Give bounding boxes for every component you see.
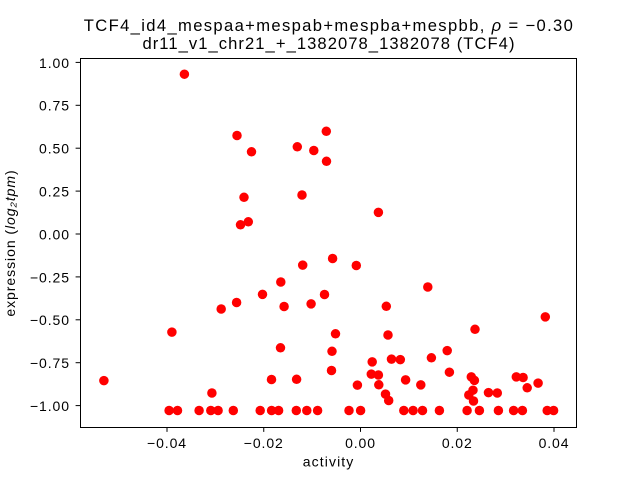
svg-text:0.00: 0.00 bbox=[39, 226, 70, 242]
svg-text:dr11_v1_chr21_+_1382078_138207: dr11_v1_chr21_+_1382078_1382078 (TCF4) bbox=[142, 34, 515, 53]
svg-text:1.00: 1.00 bbox=[39, 55, 70, 71]
svg-text:TCF4_id4_mespaa+mespab+mespba+: TCF4_id4_mespaa+mespab+mespba+mespbb, ρ … bbox=[84, 16, 574, 35]
svg-text:−0.04: −0.04 bbox=[147, 435, 187, 451]
svg-text:−0.25: −0.25 bbox=[30, 269, 70, 285]
svg-text:−0.02: −0.02 bbox=[244, 435, 284, 451]
svg-text:activity: activity bbox=[303, 454, 355, 470]
svg-text:−1.00: −1.00 bbox=[30, 398, 70, 414]
svg-text:0.25: 0.25 bbox=[39, 184, 70, 200]
svg-text:−0.50: −0.50 bbox=[30, 312, 70, 328]
svg-text:0.02: 0.02 bbox=[442, 435, 473, 451]
svg-text:0.75: 0.75 bbox=[39, 98, 70, 114]
svg-text:0.50: 0.50 bbox=[39, 141, 70, 157]
svg-text:expression (log₂tpm): expression (log₂tpm) bbox=[2, 169, 18, 316]
svg-text:−0.75: −0.75 bbox=[30, 355, 70, 371]
svg-text:0.00: 0.00 bbox=[345, 435, 376, 451]
svg-text:0.04: 0.04 bbox=[539, 435, 570, 451]
